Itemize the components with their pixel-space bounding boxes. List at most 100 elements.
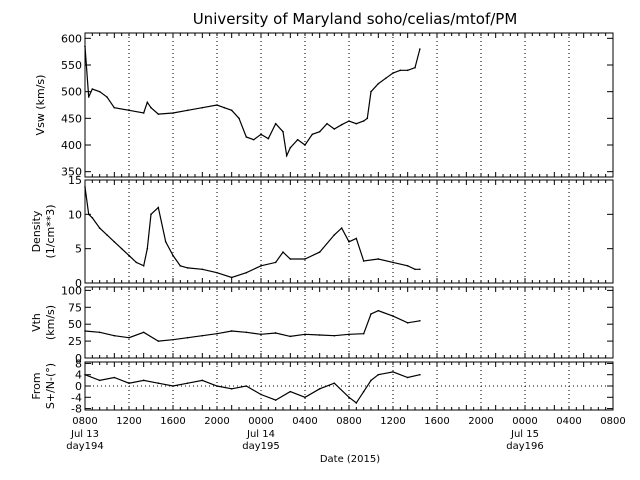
x-tick-label: 0800 — [336, 416, 361, 427]
series-line — [84, 371, 421, 404]
data-point — [216, 385, 218, 387]
y-tick-label: 400 — [61, 139, 82, 152]
data-point — [230, 109, 233, 112]
data-point — [106, 96, 108, 98]
data-point — [377, 82, 380, 85]
data-point — [348, 333, 350, 336]
data-point — [120, 247, 123, 250]
data-point — [113, 334, 116, 337]
data-point — [87, 213, 90, 216]
data-point — [406, 376, 409, 379]
date-label: Jul 15 — [510, 429, 539, 440]
data-point — [274, 261, 277, 264]
data-point — [260, 133, 262, 136]
y-tick-label: 0 — [75, 277, 82, 290]
data-point — [304, 396, 306, 399]
data-point — [245, 385, 248, 387]
data-point — [304, 144, 306, 146]
y-axis-label: (km/s) — [44, 305, 57, 340]
data-point — [274, 332, 277, 334]
data-point — [260, 333, 262, 336]
data-point — [406, 69, 409, 72]
data-point — [128, 336, 130, 339]
data-point — [135, 261, 138, 264]
data-point — [355, 402, 358, 404]
x-tick-label: 1200 — [116, 416, 141, 427]
data-point — [348, 120, 350, 122]
data-point — [419, 320, 421, 322]
data-point — [128, 109, 130, 112]
x-tick-label: 1600 — [160, 416, 185, 427]
data-point — [84, 45, 86, 48]
y-axis-label: Vth — [30, 313, 43, 332]
x-axis: 0800 1200 1600 2000 0000 0400 0800 1200 1600 2000… — [66, 416, 625, 452]
y-tick-label: 0 — [75, 380, 82, 393]
data-point — [172, 112, 174, 114]
x-tick-label: 0800 — [72, 416, 97, 427]
data-point — [150, 106, 152, 109]
data-point — [172, 254, 174, 257]
data-point — [318, 388, 321, 390]
data-point — [84, 373, 86, 376]
y-tick-label: 0 — [75, 352, 82, 365]
data-point — [384, 77, 387, 80]
x-tick-label: 0400 — [292, 416, 317, 427]
data-point — [311, 133, 314, 136]
data-point — [201, 106, 204, 109]
data-point — [377, 373, 380, 376]
data-point — [179, 265, 182, 267]
x-tick-label: 1600 — [424, 416, 449, 427]
panel-frame — [84, 179, 614, 284]
data-point — [113, 376, 116, 379]
data-point — [419, 373, 421, 376]
data-point — [157, 206, 160, 209]
y-tick-label: 25 — [68, 335, 82, 348]
y-tick-label: 8 — [75, 357, 82, 370]
data-point — [186, 109, 189, 112]
data-point — [289, 146, 292, 149]
data-point — [392, 261, 394, 264]
data-point — [113, 241, 116, 243]
data-point — [318, 130, 321, 133]
data-point — [128, 254, 130, 257]
data-point — [366, 117, 369, 120]
data-point — [282, 130, 284, 133]
data-point — [252, 138, 255, 141]
y-tick-label: -8 — [71, 403, 82, 416]
x-axis-title: Date (2015) — [320, 454, 380, 465]
data-point — [172, 338, 174, 341]
y-tick-label: 4 — [75, 369, 82, 382]
data-point — [223, 106, 226, 109]
y-tick-label: 450 — [61, 112, 82, 125]
data-point — [172, 385, 174, 387]
data-point — [355, 122, 358, 125]
data-point — [245, 271, 248, 274]
data-point — [186, 382, 189, 384]
data-point — [150, 213, 152, 216]
data-point — [333, 382, 336, 384]
data-point — [340, 227, 343, 229]
y-tick-label: 500 — [61, 86, 82, 99]
y-axis-label: (1/cm**3) — [44, 204, 57, 258]
panel-2: 0 5 10 15 Density (1/cm**3) — [30, 174, 614, 290]
data-point — [98, 90, 101, 93]
data-point — [98, 227, 101, 229]
data-point — [392, 72, 394, 74]
x-tick-label: 2000 — [204, 416, 229, 427]
data-point — [260, 393, 262, 396]
data-point — [186, 267, 189, 269]
data-point — [216, 271, 218, 274]
y-axis-label: S+/N-(°) — [44, 363, 57, 409]
data-point — [230, 388, 233, 390]
data-point — [414, 66, 416, 69]
data-point — [289, 335, 292, 338]
x-tick-label: 0800 — [600, 416, 625, 427]
y-axis-label: From — [30, 372, 43, 399]
data-point — [318, 334, 321, 336]
data-point — [146, 247, 149, 250]
x-tick-label: 0000 — [512, 416, 537, 427]
data-point — [326, 122, 328, 125]
data-point — [98, 331, 101, 334]
data-point — [333, 234, 336, 236]
